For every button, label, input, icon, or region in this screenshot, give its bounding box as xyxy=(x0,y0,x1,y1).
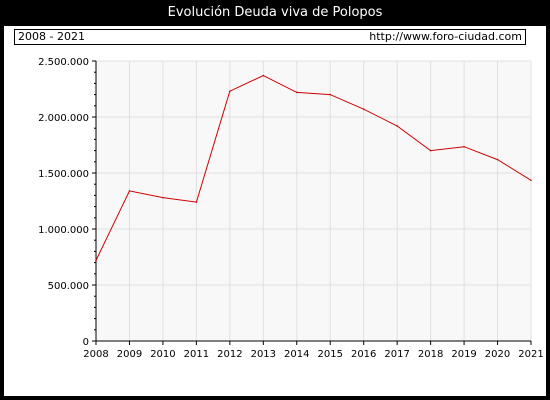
y-tick-label: 1.000.000 xyxy=(38,225,89,236)
y-tick-label: 2.000.000 xyxy=(38,113,89,124)
grid-lines xyxy=(96,60,532,341)
tick-labels: 0 500.000 1.000.000 1.500.000 2.000.000 2.500… xyxy=(38,57,544,360)
series-line xyxy=(95,75,532,261)
x-tick-label: 2016 xyxy=(351,349,376,360)
data-point xyxy=(229,90,231,93)
data-point xyxy=(329,93,332,96)
x-tick-label: 2008 xyxy=(83,349,108,360)
data-point xyxy=(295,91,298,94)
data-point xyxy=(362,108,365,110)
x-tick-label: 2011 xyxy=(184,349,209,360)
x-tick-label: 2009 xyxy=(117,349,142,360)
x-tick-label: 2010 xyxy=(150,349,175,360)
y-tick-label: 0 xyxy=(83,337,89,348)
data-point xyxy=(429,149,432,152)
chart-title: Evolución Deuda viva de Polopos xyxy=(167,5,383,20)
x-tick-label: 2020 xyxy=(485,349,510,360)
data-point xyxy=(262,74,265,77)
data-point xyxy=(496,158,499,161)
plot-area xyxy=(96,61,531,341)
source-url[interactable]: http://www.foro-ciudad.com xyxy=(369,30,522,43)
data-point xyxy=(195,201,198,203)
x-tick-label: 2014 xyxy=(284,349,309,360)
x-tick-label: 2012 xyxy=(217,349,242,360)
info-bar: 2008 - 2021 http://www.foro-ciudad.com xyxy=(14,29,526,45)
x-tick-label: 2013 xyxy=(251,349,276,360)
x-tick-label: 2018 xyxy=(418,349,443,360)
axes xyxy=(92,60,532,345)
y-tick-label: 2.500.000 xyxy=(38,57,89,68)
x-tick-label: 2015 xyxy=(318,349,343,360)
data-point xyxy=(463,145,465,148)
data-point xyxy=(162,196,164,199)
series-layer xyxy=(95,74,532,262)
x-tick-label: 2019 xyxy=(451,349,476,360)
x-tick-label: 2021 xyxy=(518,349,543,360)
data-point xyxy=(95,259,97,262)
period-label: 2008 - 2021 xyxy=(18,30,85,43)
x-tick-label: 2017 xyxy=(384,349,409,360)
y-tick-label: 500.000 xyxy=(48,281,89,292)
data-point xyxy=(396,125,398,127)
y-tick-label: 1.500.000 xyxy=(38,169,89,180)
data-point xyxy=(530,179,532,182)
data-point xyxy=(128,190,131,192)
